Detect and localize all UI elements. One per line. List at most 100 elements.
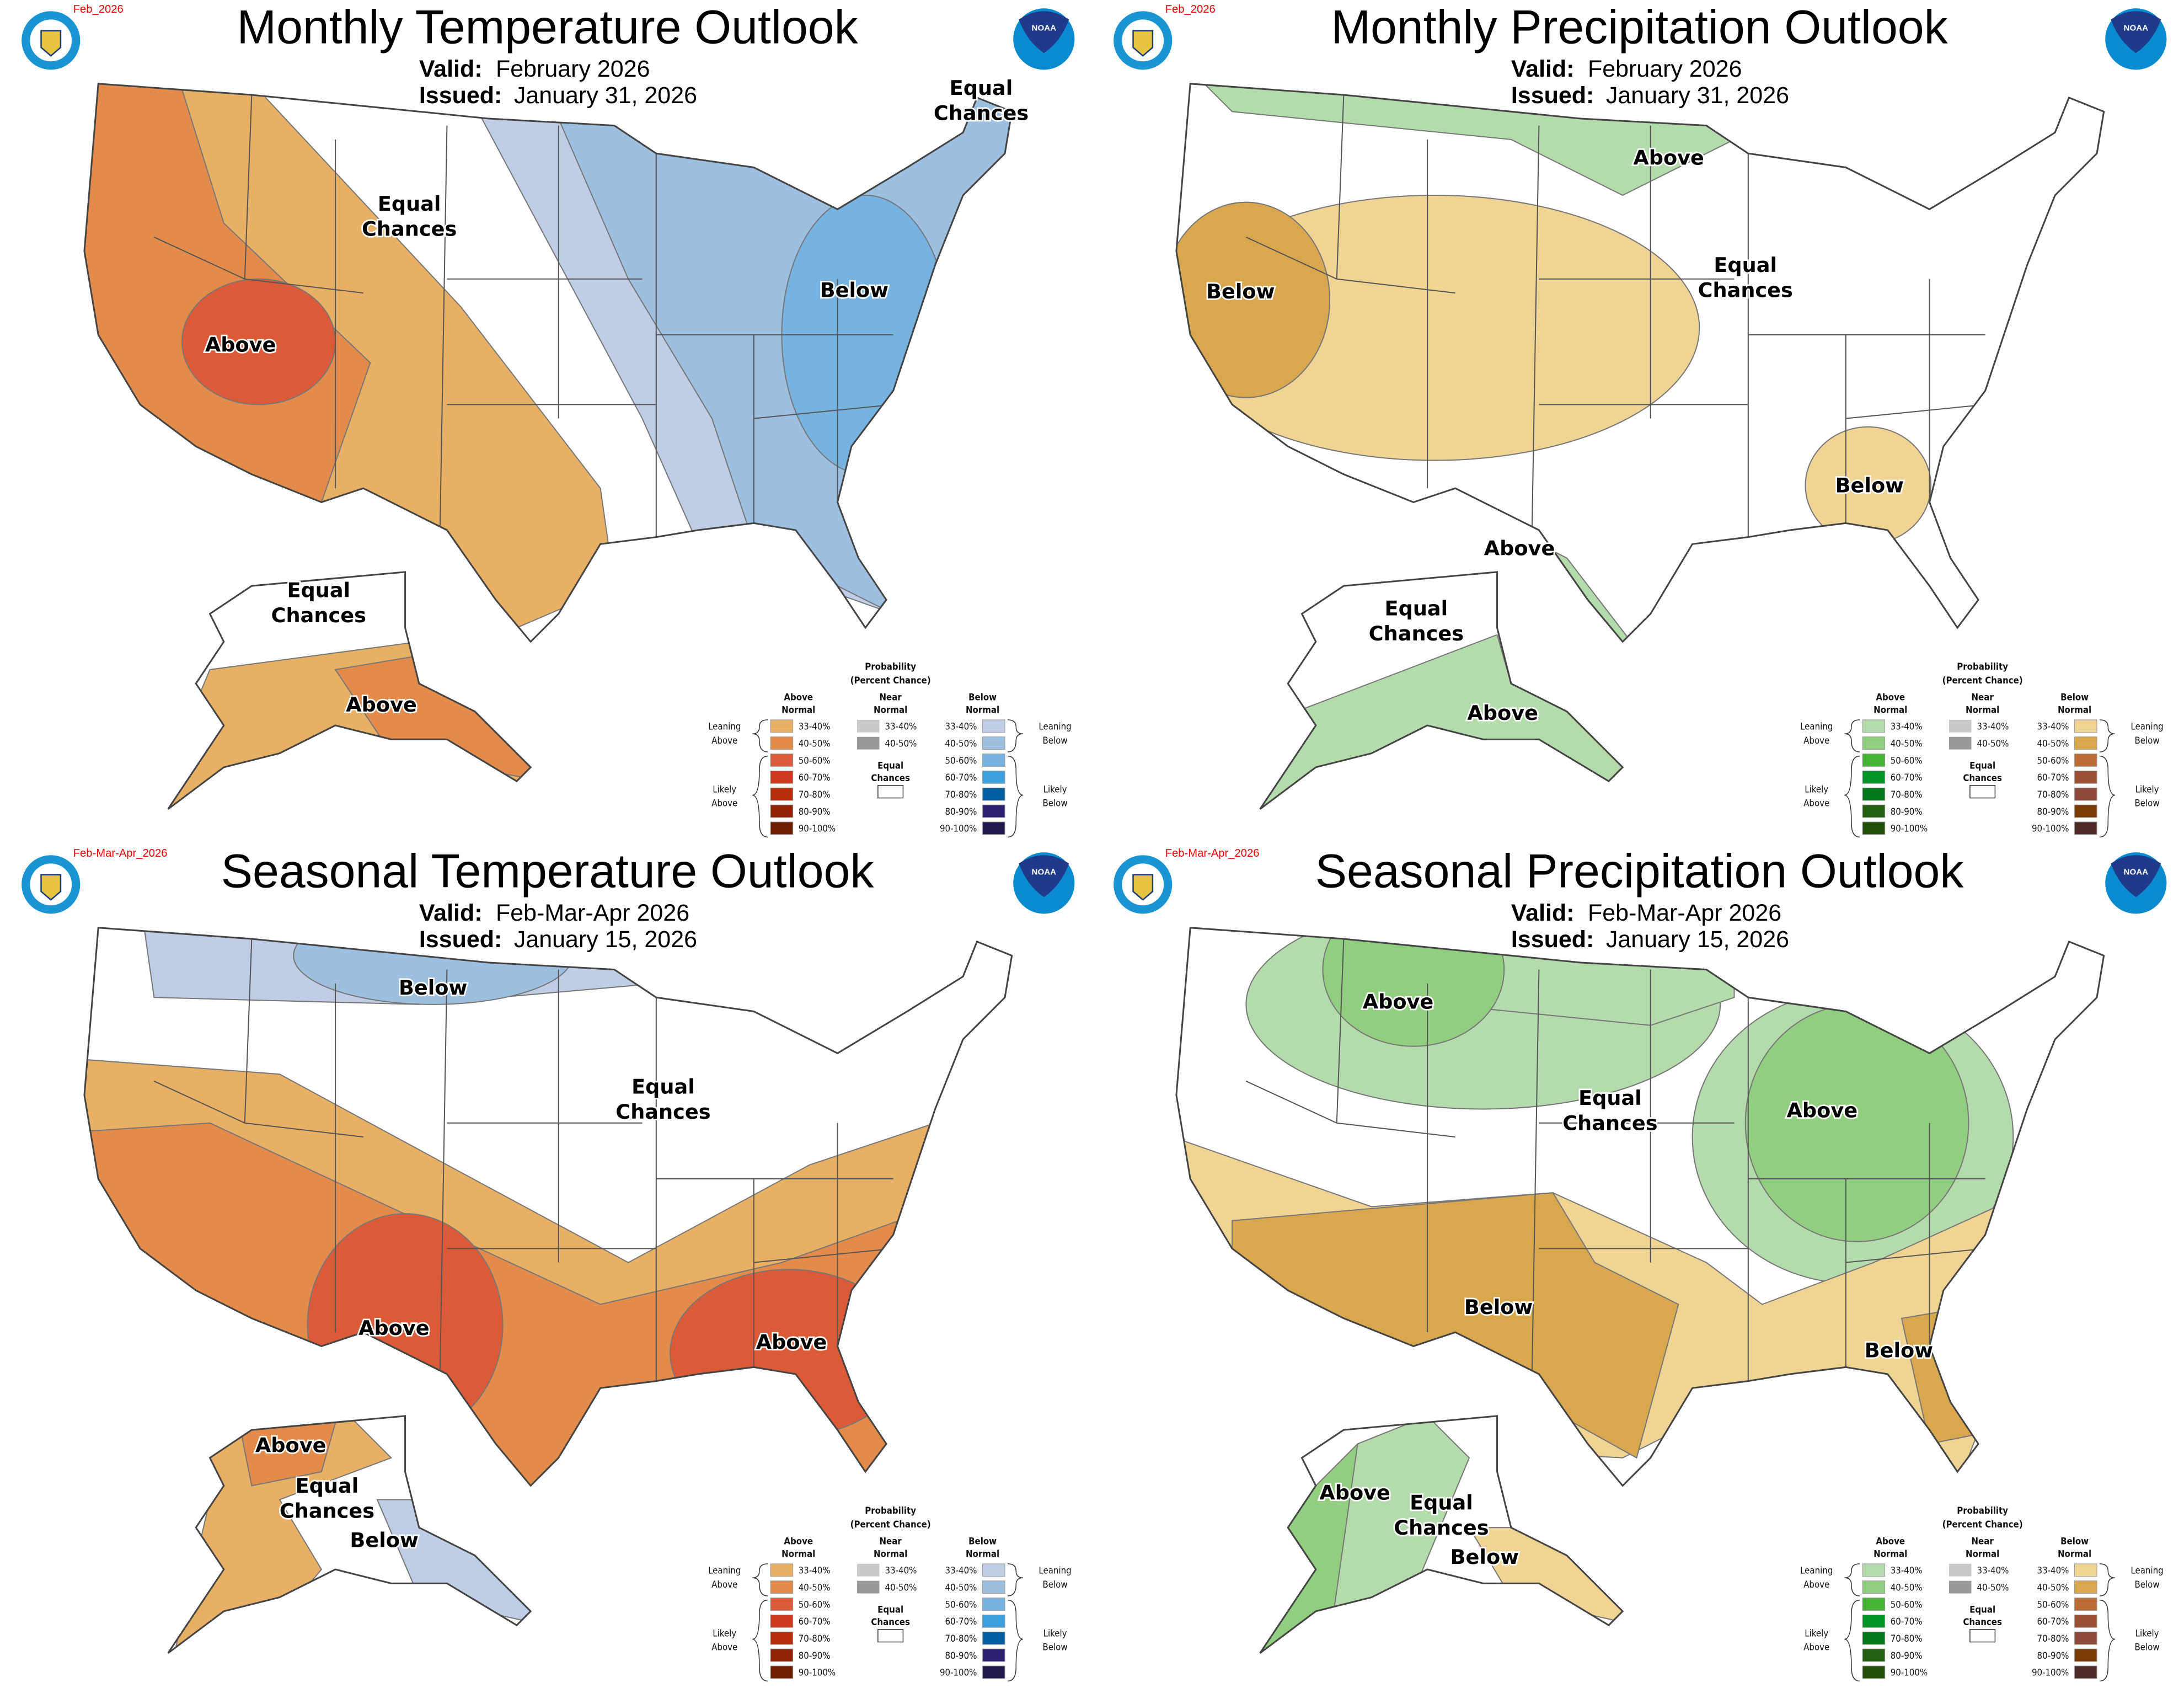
legend-swatch-below — [982, 804, 1005, 818]
valid-period: Feb-Mar-Apr 2026 — [496, 900, 689, 926]
legend-column-header: Normal — [874, 1548, 907, 1559]
legend-column-header: Normal — [781, 1548, 815, 1559]
legend-column-header: Normal — [966, 1548, 999, 1559]
probability-area — [1176, 201, 1331, 398]
legend-swatch-equal-chances — [877, 1629, 904, 1643]
probability-area — [334, 655, 531, 782]
legend-range-near: 40-50% — [1977, 738, 2009, 749]
map-title: Seasonal Precipitation Outlook — [1315, 845, 1964, 898]
probability-area — [1260, 634, 1623, 809]
legend-braces — [1844, 1563, 2116, 1682]
legend-group-label: Likely — [2135, 1628, 2159, 1638]
panel-seasonal-temperature: Feb-Mar-Apr_2026 NOAA Seasonal Temperature… — [0, 844, 1092, 1688]
legend-equal-chances: Equal — [877, 760, 903, 771]
valid-label: Valid: — [419, 56, 483, 82]
date-tag: Feb-Mar-Apr_2026 — [1165, 847, 1260, 859]
legend-swatch-above — [1862, 821, 1886, 835]
legend-swatch-above — [770, 1598, 794, 1611]
legend-equal-chances: Equal — [877, 1604, 903, 1615]
region-label: Above — [1484, 537, 1555, 560]
legend-range-above: 60-70% — [1891, 1616, 1923, 1627]
date-tag: Feb_2026 — [73, 3, 124, 15]
legend-range-below: 70-80% — [2037, 789, 2069, 800]
legend-swatch-below — [2074, 1631, 2097, 1645]
outlook-map: Feb_2026 NOAA Monthly Temperature OutlookV… — [22, 1, 1075, 838]
alaska-outline — [1259, 571, 1624, 810]
legend-swatch-below — [982, 770, 1005, 784]
legend-column-header: Normal — [2058, 1548, 2091, 1559]
region-label: Equal Chances — [362, 192, 457, 241]
legend-swatch-above — [770, 1631, 794, 1645]
probability-legend: Probability(Percent Chance)AboveNormalNe… — [1800, 661, 2164, 838]
legend-swatch-below — [982, 1614, 1005, 1628]
alaska-probability-areas — [1260, 634, 1623, 809]
legend-swatch-above — [1862, 787, 1886, 801]
legend-group-label: Above — [1803, 735, 1829, 746]
panel-monthly-temperature: Feb_2026 NOAA Monthly Temperature Outlook V… — [0, 0, 1092, 844]
legend-swatch-above — [770, 821, 794, 835]
conus-outline — [83, 83, 1013, 643]
legend-swatch-below — [2074, 736, 2097, 750]
conus-outline — [1175, 927, 2105, 1487]
legend-swatch-above — [770, 804, 794, 818]
legend-range-above: 33-40% — [1891, 722, 1923, 732]
legend-swatch-above — [1862, 1614, 1886, 1628]
legend-swatch-near — [1949, 1563, 1972, 1577]
valid-label: Valid: — [1511, 900, 1575, 926]
legend-range-above: 50-60% — [799, 1599, 831, 1610]
legend-range-above: 60-70% — [1891, 772, 1923, 783]
legend-range-below: 80-90% — [945, 1650, 977, 1661]
legend-range-below: 33-40% — [945, 722, 977, 732]
noaa-logo-text: NOAA — [1032, 24, 1057, 33]
legend-range-below: 90-100% — [940, 824, 977, 834]
region-label: Below — [820, 279, 888, 302]
legend-swatch-below — [982, 1648, 1005, 1662]
legend-swatch-above — [770, 736, 794, 750]
legend-range-above: 50-60% — [1891, 1599, 1923, 1610]
commerce-seal-logo — [22, 855, 81, 914]
legend-range-below: 80-90% — [945, 806, 977, 817]
legend-group-label: Leaning — [2131, 722, 2163, 732]
outlook-map: Feb-Mar-Apr_2026 NOAA Seasonal Precipitati… — [1114, 845, 2167, 1682]
legend-column-header: Below — [968, 692, 997, 703]
region-label: Above — [255, 1434, 326, 1457]
legend-swatch-below — [2074, 787, 2097, 801]
legend-range-near: 33-40% — [1977, 1566, 2009, 1576]
legend-swatch-near — [857, 736, 880, 750]
legend-group-label: Below — [2134, 798, 2159, 809]
legend-range-below: 50-60% — [945, 755, 977, 766]
outlook-map: Feb-Mar-Apr_2026 NOAA Seasonal Temperature… — [22, 845, 1075, 1682]
legend-range-near: 33-40% — [885, 722, 917, 732]
legend-swatch-below — [2074, 1648, 2097, 1662]
issued-label: Issued: — [419, 82, 502, 109]
region-label: Below — [399, 976, 467, 1000]
legend-group-label: Above — [711, 735, 737, 746]
legend-equal-chances: Equal — [1969, 1604, 1995, 1615]
legend-group-label: Below — [2134, 1642, 2159, 1653]
region-label: Below — [1835, 474, 1904, 498]
valid-period: February 2026 — [496, 56, 650, 82]
region-label: Above — [358, 1316, 430, 1340]
legend-swatch-below — [2074, 719, 2097, 733]
legend-range-above: 70-80% — [1891, 789, 1923, 800]
probability-legend: Probability(Percent Chance)AboveNormalNe… — [1800, 1505, 2164, 1682]
region-label: Equal Chances — [1369, 596, 1464, 645]
legend-column-header: Below — [2060, 1536, 2089, 1547]
legend-range-below: 50-60% — [945, 1599, 977, 1610]
legend-range-above: 80-90% — [799, 806, 831, 817]
legend-range-near: 40-50% — [885, 1582, 917, 1593]
legend-swatch-below — [2074, 770, 2097, 784]
legend-group-label: Above — [1803, 1579, 1829, 1590]
legend-column-header: Normal — [874, 704, 907, 715]
legend-range-above: 90-100% — [799, 1668, 836, 1678]
legend-group-label: Leaning — [1039, 722, 1071, 732]
noaa-logo — [1013, 8, 1075, 70]
legend-swatch-above — [1862, 804, 1886, 818]
region-label: Above — [1787, 1099, 1858, 1123]
noaa-logo — [2105, 852, 2167, 914]
legend-column-header: Normal — [1873, 704, 1907, 715]
legend-range-below: 60-70% — [2037, 1616, 2069, 1627]
conus-outline — [83, 927, 1013, 1487]
legend-group-label: Below — [1042, 798, 1067, 809]
legend-swatch-above — [1862, 719, 1886, 733]
